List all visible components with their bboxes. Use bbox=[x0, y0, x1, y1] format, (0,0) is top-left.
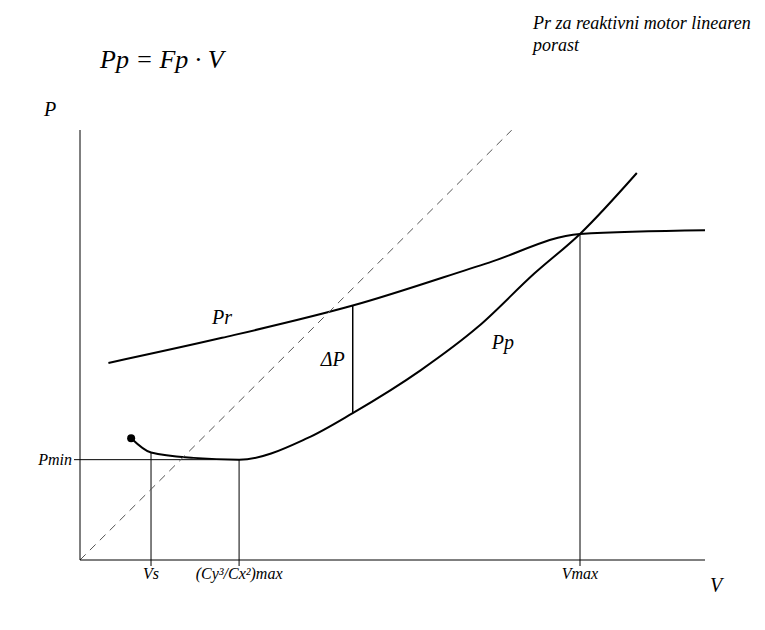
html-text:Pr za reaktivni motor linearen: Pr za reaktivni motor linearen porast bbox=[533, 13, 751, 55]
svg-text:Pr: Pr bbox=[211, 306, 232, 328]
svg-text:Pp: Pp bbox=[491, 331, 514, 354]
svg-text:Vs: Vs bbox=[143, 565, 159, 582]
svg-text:Vmax: Vmax bbox=[562, 565, 598, 582]
svg-text:ΔP: ΔP bbox=[320, 348, 345, 370]
svg-text:(Cy³/Cx²)max: (Cy³/Cx²)max bbox=[196, 565, 283, 583]
svg-text:Pmin: Pmin bbox=[37, 451, 72, 468]
html-text:Pp = Fp · V: Pp = Fp · V bbox=[100, 45, 224, 74]
svg-text:P: P bbox=[43, 98, 56, 120]
svg-text:V: V bbox=[710, 574, 725, 596]
